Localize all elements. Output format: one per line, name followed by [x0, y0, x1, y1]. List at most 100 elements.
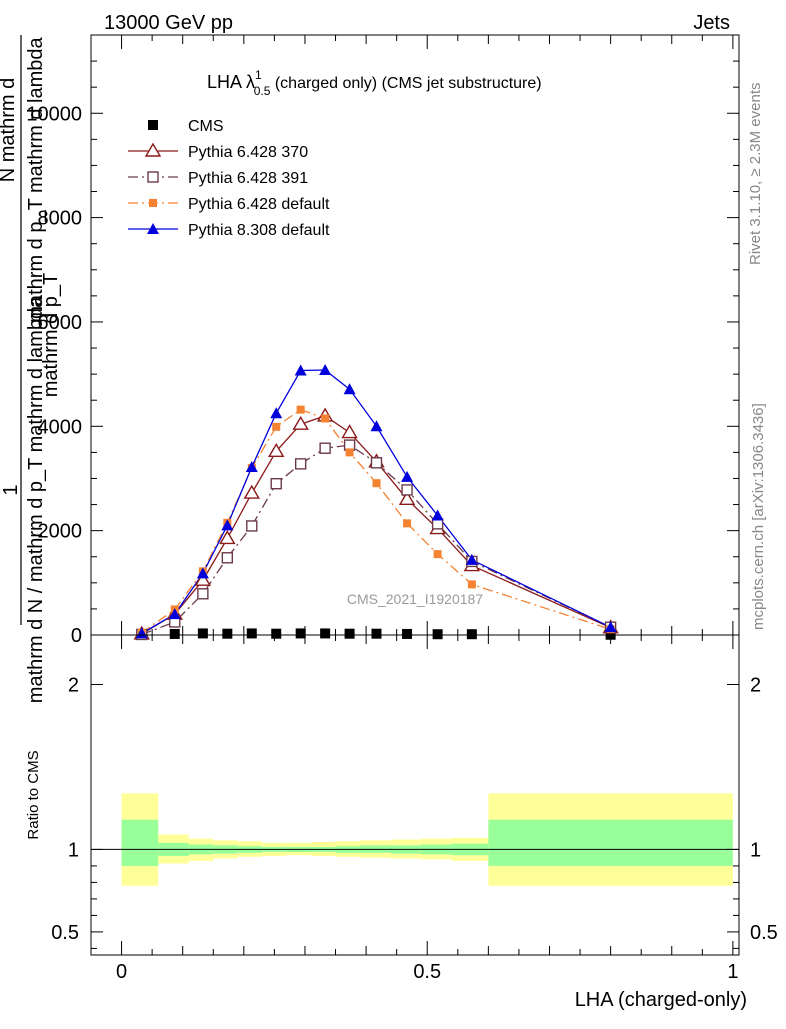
rivet-version-text: Rivet 3.1.10, ≥ 2.3M events [747, 83, 764, 266]
ratio-y-tick-label: 0.5 [51, 922, 79, 944]
x-axis-label: LHA (charged-only) [575, 989, 747, 1011]
plot-title: LHA λ1 0.5 (charged only) (CMS jet substr… [207, 68, 542, 98]
data-point [243, 484, 260, 499]
y-label-garbled-b: N [0, 168, 19, 182]
ratio-ticks [91, 635, 739, 955]
data-point [372, 479, 381, 488]
data-point [268, 442, 285, 458]
data-point [466, 629, 477, 640]
y-axis-label: 1 mathrm d N / mathrm d p_T mathrm d lam… [0, 35, 62, 703]
data-point [319, 363, 332, 375]
data-point [271, 628, 282, 639]
y-tick-label: 10000 [26, 103, 82, 125]
y-label-numerator: 1 [0, 484, 22, 495]
data-point [196, 567, 209, 579]
legend: CMS Pythia 6.428 370 Pythia 6.428 391 Pythi… [128, 118, 330, 239]
data-point [402, 628, 413, 639]
main-y-tick-labels: 0 2000 4000 6000 8000 10000 [26, 103, 82, 647]
ratio-y-tick-label: 1 [68, 839, 79, 861]
ratio-band-inner [488, 819, 733, 866]
data-point [292, 415, 309, 430]
data-point [604, 621, 617, 633]
data-point [169, 628, 180, 639]
y-tick-label: 6000 [38, 312, 83, 334]
y-label-garbled-d: mathrm d p_T [40, 273, 62, 397]
ratio-frame [90, 634, 740, 956]
ratio-y-tick-label: 2 [68, 674, 79, 696]
data-point [294, 364, 307, 376]
main-panel: 0 2000 4000 6000 8000 10000 CMS_2021_I1920187… [26, 34, 740, 647]
x-tick-label: 0 [116, 961, 127, 983]
data-point [431, 509, 444, 521]
data-point [467, 580, 476, 589]
data-point [221, 519, 234, 531]
ratio-y-tick-label-right: 2 [750, 674, 761, 696]
data-point [341, 424, 358, 439]
data-point [135, 627, 148, 639]
data-point [168, 608, 181, 620]
data-point [245, 461, 258, 472]
y-label-denominator: mathrm d N / mathrm d p_T mathrm d lambd… [25, 296, 47, 703]
series-line [141, 369, 611, 634]
x-tick-label: 0.5 [413, 961, 441, 983]
data-point [197, 628, 208, 639]
ratio-bands [121, 793, 733, 886]
plot-title-sub: 0.5 [254, 84, 271, 98]
data-point [149, 199, 157, 207]
y-tick-label: 2000 [38, 521, 83, 543]
data-point [433, 550, 442, 559]
legend-label: Pythia 6.428 370 [188, 144, 308, 161]
y-tick-label: 4000 [38, 416, 83, 438]
data-point [270, 407, 283, 419]
data-point [147, 171, 159, 183]
data-point [320, 628, 331, 639]
x-tick-label: 1 [727, 961, 738, 983]
data-point [147, 223, 159, 234]
data-point [370, 420, 383, 432]
data-point [403, 519, 412, 528]
data-point [296, 405, 305, 414]
data-point [144, 142, 162, 157]
data-point [295, 628, 306, 639]
data-point [272, 422, 281, 431]
data-point [432, 629, 443, 640]
plot-title-main: LHA λ [207, 72, 255, 92]
data-point [371, 628, 382, 639]
data-point [319, 442, 331, 454]
ratio-y-tick-labels: 0.5 0.5 1 1 2 2 [51, 674, 778, 943]
ratio-y-label: Ratio to CMS [25, 750, 42, 839]
analysis-watermark: CMS_2021_I1920187 [347, 591, 483, 607]
mcplots-text: mcplots.cern.ch [arXiv:1306.3436] [750, 403, 767, 630]
legend-label: Pythia 6.428 391 [188, 170, 308, 187]
data-point [398, 490, 416, 506]
data-point [219, 530, 236, 545]
y-tick-label: 8000 [38, 208, 83, 230]
x-tick-labels: 0 0.5 1 [116, 961, 738, 983]
data-point [344, 628, 355, 639]
data-point [246, 628, 257, 639]
data-point [321, 414, 330, 423]
ratio-y-tick-label-right: 0.5 [750, 922, 778, 944]
data-point [194, 571, 212, 586]
legend-label: CMS [188, 118, 224, 135]
series-line [141, 408, 611, 634]
plot-title-sup: 1 [255, 68, 262, 82]
data-point [270, 477, 282, 490]
ratio-panel: 0.5 0.5 1 1 2 2 Ratio to CMS [25, 634, 778, 956]
ratio-y-tick-label-right: 1 [750, 839, 761, 861]
y-label-garbled-c: mathrm d p_T mathrm d lambda [25, 36, 47, 322]
data-point [401, 470, 414, 482]
data-point [343, 383, 356, 395]
data-point [401, 484, 413, 496]
data-point [345, 448, 354, 457]
ratio-band-inner [121, 819, 159, 866]
data-point [221, 552, 234, 564]
y-label-garbled-a: mathrm d [0, 78, 19, 162]
header-left: 13000 GeV pp [104, 12, 233, 34]
header-right: Jets [693, 12, 730, 34]
data-point [246, 520, 258, 532]
y-tick-label: 0 [71, 625, 82, 647]
legend-label: Pythia 8.308 default [188, 222, 330, 239]
